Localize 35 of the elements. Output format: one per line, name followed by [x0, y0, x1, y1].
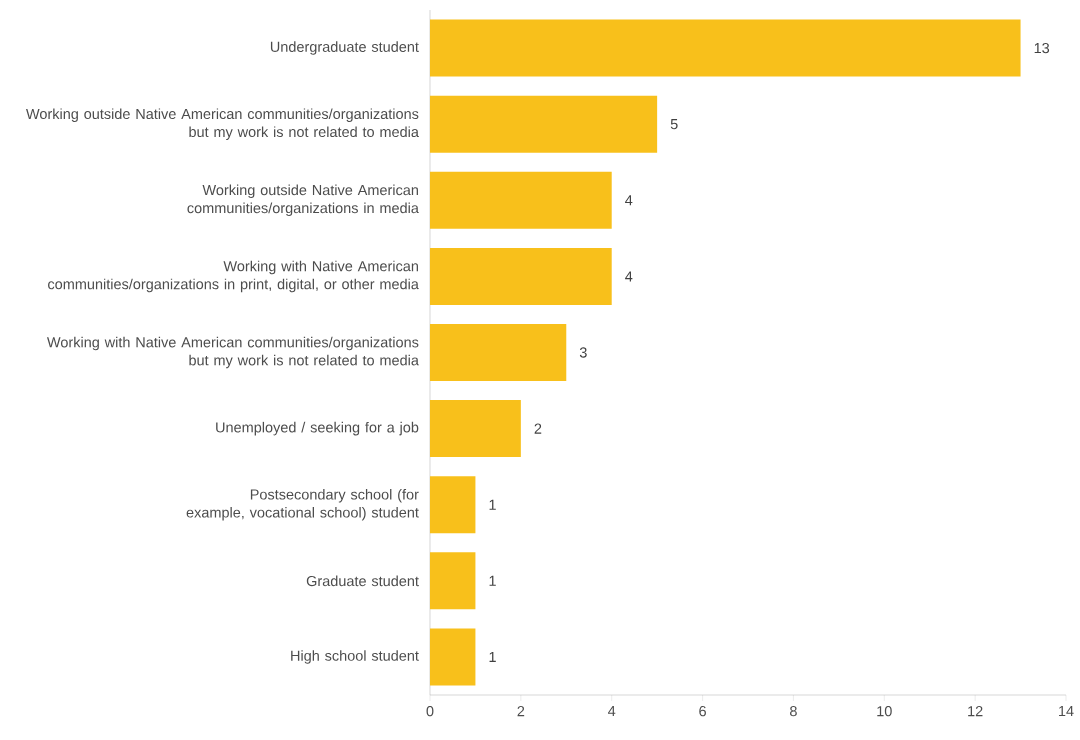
y-tick-label: Unemployed / seeking for a job	[216, 421, 419, 436]
data-label: 2	[534, 423, 542, 434]
y-tick-label: Working outside Native American communities/organizations but my work is not related to media	[26, 108, 419, 140]
bar	[429, 324, 567, 382]
bar	[429, 171, 612, 229]
bar	[429, 628, 476, 686]
x-tick-label: 8	[790, 706, 797, 717]
bar	[429, 19, 1021, 77]
data-label: 1	[489, 651, 496, 662]
bar	[429, 476, 476, 534]
y-tick-label: Working outside Native American communities/organizations in media	[187, 184, 419, 217]
data-label: 5	[670, 119, 678, 130]
x-tick-label: 4	[608, 706, 616, 717]
y-tick-label: Working with Native American communities/organizations in print, digital, or other media	[48, 260, 419, 293]
y-tick-label: High school student	[291, 650, 419, 664]
y-tick-label: Graduate student	[306, 575, 419, 587]
data-label: 1	[489, 575, 496, 586]
bar	[429, 400, 521, 458]
x-tick-label: 6	[699, 706, 706, 717]
bar	[429, 95, 658, 153]
data-label: 13	[1034, 42, 1050, 54]
data-label: 4	[625, 195, 633, 206]
y-tick-label: Postsecondary school (for example, vocational school) student	[186, 488, 419, 521]
x-tick-label: 0	[426, 706, 434, 717]
bar	[429, 247, 612, 305]
data-label: 1	[489, 499, 496, 510]
bar	[429, 552, 476, 610]
data-label: 4	[625, 271, 633, 282]
x-tick-label: 14	[1059, 706, 1074, 717]
x-tick-label: 2	[517, 706, 525, 717]
y-tick-label: Undergraduate student	[270, 41, 419, 55]
y-tick-label: Working with Native American communities/organizations but my work is not related to media	[46, 336, 419, 369]
x-tick-label: 12	[968, 706, 983, 717]
data-label: 3	[579, 347, 587, 358]
x-tick-label: 10	[877, 706, 892, 717]
